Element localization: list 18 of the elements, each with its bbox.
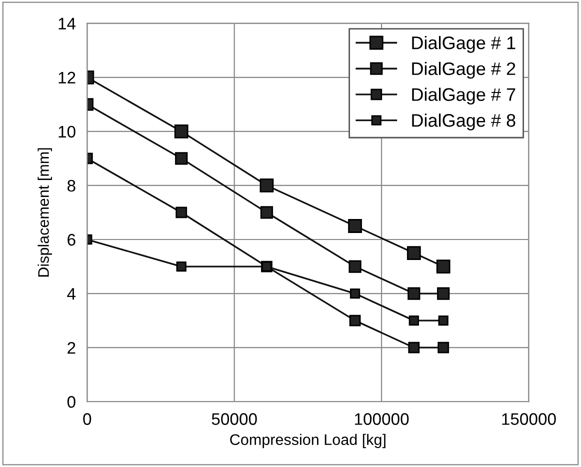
y-tick-label: 6 <box>68 234 76 246</box>
y-tick-label: 4 <box>67 288 76 300</box>
legend-label: DialGage # 1 <box>412 36 516 53</box>
x-axis-title: Compression Load [kg] <box>230 434 386 448</box>
x-tick-label: 50000 <box>212 413 257 425</box>
y-tick-label: 10 <box>58 126 76 138</box>
x-tick-label: 150000 <box>502 413 556 425</box>
y-axis-title: Displacement [mm] <box>38 148 52 277</box>
y-tick-label: 8 <box>67 180 76 192</box>
y-tick-label: 2 <box>68 342 76 354</box>
y-tick-label: 14 <box>58 18 76 30</box>
x-tick-label: 0 <box>83 413 92 425</box>
legend-label: DialGage # 8 <box>412 114 516 130</box>
y-tick-label: 12 <box>58 72 76 84</box>
y-tick-label: 0 <box>67 396 76 408</box>
x-tick-label: 100000 <box>354 413 409 425</box>
legend-label: DialGage # 7 <box>412 88 516 105</box>
legend-label: DialGage # 2 <box>412 62 516 79</box>
